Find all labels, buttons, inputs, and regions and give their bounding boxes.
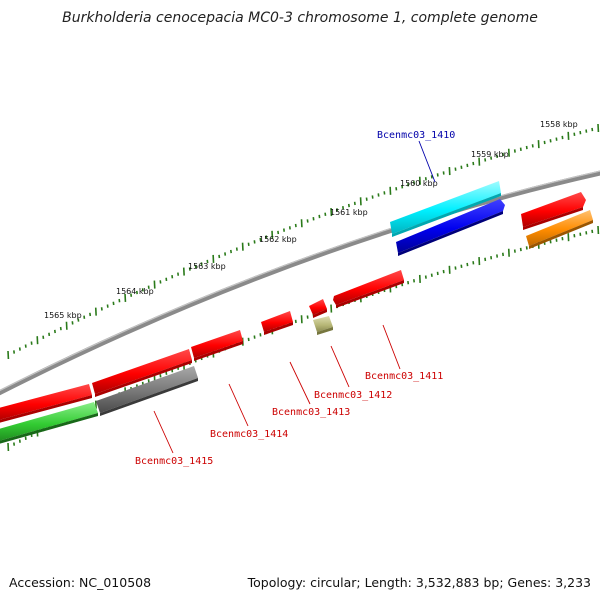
- map-title: Burkholderia cenocepacia MC0-3 chromosom…: [62, 10, 538, 26]
- accession-text: Accession: NC_010508: [9, 575, 152, 590]
- gene-bcenmc03-1413[interactable]: [261, 311, 293, 335]
- gene-bcenmc03-1414[interactable]: [191, 330, 243, 361]
- chromosome-backbone: [0, 170, 600, 396]
- gene-orange[interactable]: [526, 210, 593, 249]
- gene-bcenmc03-1412[interactable]: [309, 299, 327, 318]
- gene-bcenmc03-1411[interactable]: [333, 270, 404, 308]
- gene-olive-small[interactable]: [313, 316, 333, 335]
- leader-line-1411: [382, 324, 401, 370]
- scale-label-1565: 1565 kbp: [44, 311, 82, 320]
- scale-label-1558: 1558 kbp: [540, 120, 578, 129]
- gene-label-1413[interactable]: Bcenmc03_1413: [272, 407, 350, 418]
- gene-label-1412[interactable]: Bcenmc03_1412: [314, 390, 392, 401]
- gene-reverse-left-red[interactable]: [0, 384, 92, 424]
- gene-forward-1557[interactable]: [521, 192, 586, 230]
- scale-track-outer: [7, 123, 600, 360]
- gene-green[interactable]: [0, 402, 98, 445]
- leader-line-1412: [330, 345, 350, 388]
- scale-label-1562: 1562 kbp: [259, 235, 297, 244]
- gene-gray[interactable]: [96, 366, 198, 416]
- chromosome-backbone-highlight: [0, 170, 600, 392]
- topology-text: Topology: circular; Length: 3,532,883 bp…: [247, 575, 591, 590]
- scale-label-1561: 1561 kbp: [330, 208, 368, 217]
- scale-label-1560: 1560 kbp: [400, 179, 438, 188]
- leader-line-1413: [289, 361, 311, 405]
- leader-line-1410: [418, 140, 436, 183]
- gene-label-1411[interactable]: Bcenmc03_1411: [365, 371, 443, 382]
- gene-label-1415[interactable]: Bcenmc03_1415: [135, 456, 213, 467]
- gene-bcenmc03-1415[interactable]: [92, 349, 192, 397]
- gene-bcenmc03-1409-blue[interactable]: [396, 199, 505, 256]
- gene-label-1414[interactable]: Bcenmc03_1414: [210, 429, 288, 440]
- gene-bcenmc03-1410[interactable]: [390, 181, 501, 237]
- scale-label-1559: 1559 kbp: [471, 150, 509, 159]
- leader-line-1414: [228, 383, 249, 427]
- scale-label-1563: 1563 kbp: [188, 262, 226, 271]
- scale-label-1564: 1564 kbp: [116, 287, 154, 296]
- gene-label-1410[interactable]: Bcenmc03_1410: [377, 130, 455, 141]
- leader-line-1415: [153, 410, 174, 454]
